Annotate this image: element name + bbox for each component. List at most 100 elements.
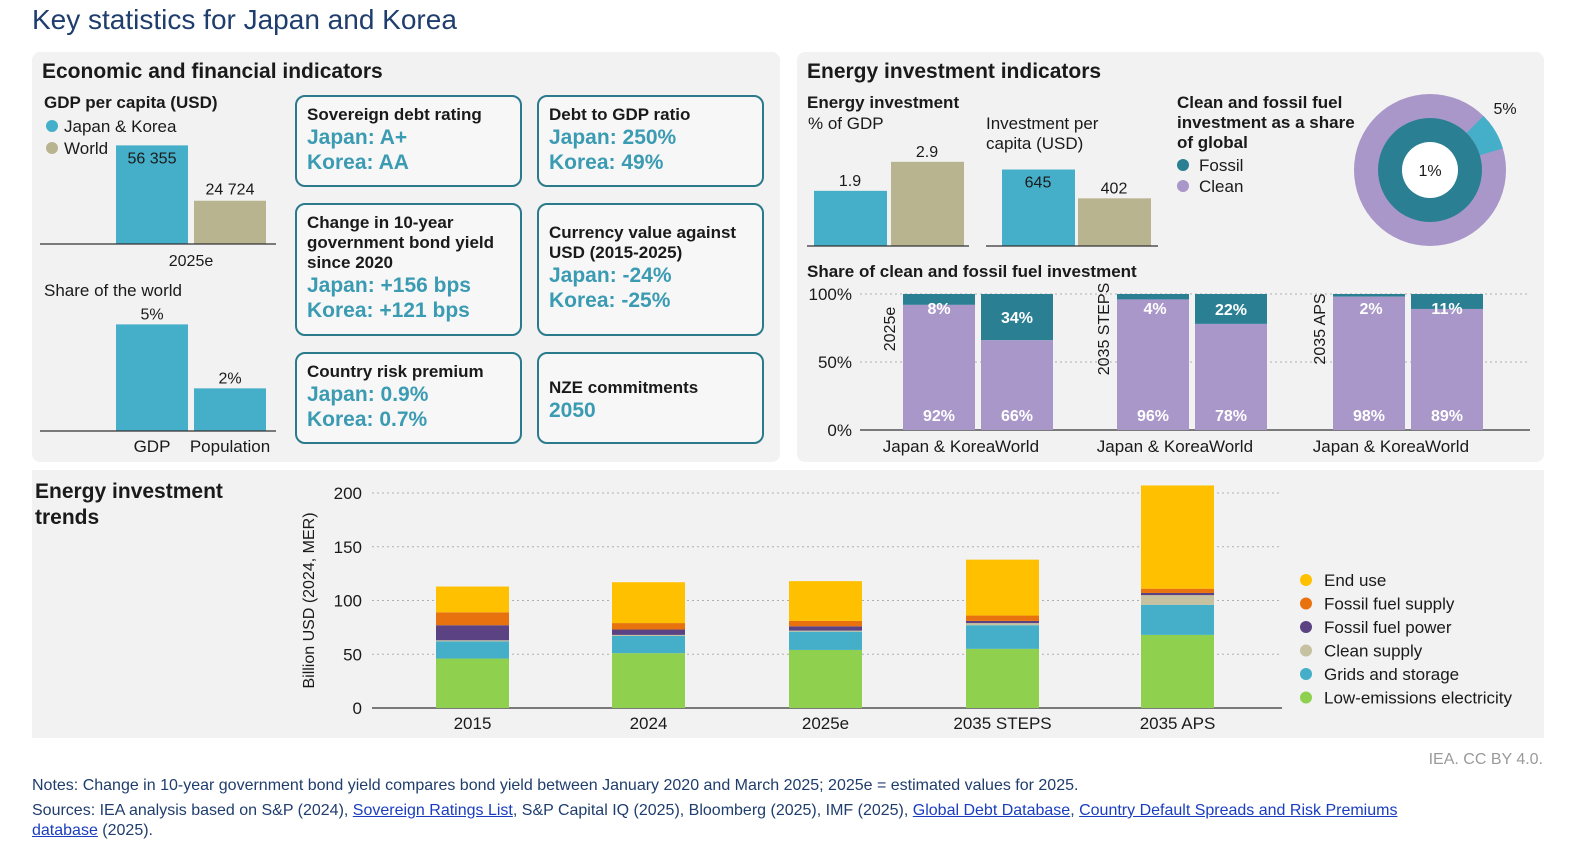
- trends-legend-dot-0: [1300, 574, 1312, 586]
- trends-bar-3-1: [966, 625, 1039, 649]
- trends-bar-2-2: [789, 630, 862, 632]
- trends-bar-4-4: [1141, 588, 1214, 593]
- share-clean-label-1-1: 78%: [1215, 408, 1247, 425]
- trends-bar-4-1: [1141, 604, 1214, 635]
- trends-legend-label-1: Fossil fuel supply: [1324, 595, 1455, 614]
- sources-mid-1: , S&P Capital IQ (2025), Bloomberg (2025…: [512, 802, 913, 819]
- nze-heading: NZE commitments: [549, 378, 699, 397]
- trends-ytick-0: 0: [353, 699, 362, 718]
- investment-trends-chart: 0 50 100 150 200 Billion USD (2024, MER) 2015 2…: [301, 484, 1512, 733]
- trends-bar-1-0: [612, 653, 685, 708]
- share-bar-label-1: 2%: [218, 370, 241, 387]
- invgdp-bar-label-0: 1.9: [839, 173, 861, 190]
- currency-value-box: Currency value against USD (2015-2025) J…: [537, 203, 764, 336]
- share-clean-bar-0-1: [981, 340, 1053, 430]
- share-fossil-label-0-0: 8%: [927, 301, 950, 318]
- invgdp-bar-label-1: 2.9: [916, 144, 938, 161]
- donut-hole: [1402, 142, 1458, 198]
- donut-title-3: of global: [1177, 133, 1248, 152]
- sovereign-rating-japan: Japan: A+: [307, 126, 408, 149]
- debt-gdp-japan: Japan: 250%: [549, 126, 677, 149]
- bond-yield-heading: Change in 10-year government bond yield …: [307, 213, 495, 272]
- donut-title-2: investment as a share: [1177, 113, 1355, 132]
- debt-gdp-box: Debt to GDP ratio Japan: 250% Korea: 49%: [537, 95, 764, 187]
- trends-bar-4-0: [1141, 634, 1214, 708]
- trends-bar-1-1: [612, 635, 685, 654]
- trends-legend-dot-1: [1300, 597, 1312, 610]
- trends-bar-1-2: [612, 634, 685, 636]
- sovereign-ratings-link[interactable]: Sovereign Ratings List: [352, 802, 513, 819]
- bond-yield-korea: Korea: +121 bps: [307, 299, 470, 322]
- legend-world: World: [46, 139, 108, 159]
- share-category-0-0: Japan & Korea: [883, 437, 996, 456]
- percap-bar-label-1: 402: [1101, 180, 1128, 197]
- trends-title-1: Energy investment: [35, 480, 223, 503]
- share-ytick-2: 100%: [809, 285, 852, 304]
- share-bar-0: [116, 324, 188, 431]
- share-world-chart: 5% GDP 2% Population: [40, 306, 276, 456]
- share-category-2-0: Japan & Korea: [1313, 437, 1426, 456]
- trends-ytick-1: 50: [343, 645, 362, 664]
- share-fossil-bar-0-1: [981, 294, 1053, 341]
- trends-legend-dot-3: [1300, 644, 1312, 657]
- trends-bar-2-5: [789, 581, 862, 621]
- trends-bar-1-4: [612, 623, 685, 630]
- share-fossil-bar-0-0: [903, 294, 975, 305]
- trends-bar-0-3: [436, 625, 509, 641]
- country-risk-japan: Japan: 0.9%: [307, 383, 429, 406]
- global-debt-link[interactable]: Global Debt Database: [912, 802, 1071, 819]
- trends-bar-4-5: [1141, 485, 1214, 589]
- share-fossil-label-2-0: 2%: [1359, 301, 1382, 318]
- trends-legend-label-5: Low-emissions electricity: [1324, 689, 1512, 708]
- share-bar-label-0: 5%: [140, 306, 163, 323]
- share-clean-bar-0-0: [903, 304, 975, 430]
- inv-gdp-title: Energy investment: [807, 93, 960, 112]
- trends-bar-0-0: [436, 658, 509, 708]
- share-clean-bar-2-0: [1333, 296, 1405, 430]
- legend-clean-dot: [1177, 180, 1189, 192]
- trends-bar-3-3: [966, 620, 1039, 624]
- share-fossil-label-1-1: 22%: [1215, 302, 1247, 319]
- legend-jk: Japan & Korea: [46, 117, 176, 137]
- share-fossil-label-0-1: 34%: [1001, 310, 1033, 327]
- share-category-2-1: World: [1425, 437, 1469, 456]
- donut-outer-label: 5%: [1493, 101, 1516, 118]
- trends-category-1: 2024: [630, 714, 668, 733]
- invgdp-bar-1: [891, 161, 964, 246]
- debt-gdp-heading: Debt to GDP ratio: [549, 105, 691, 124]
- percap-bar-0: [1002, 169, 1075, 246]
- currency-value-japan: Japan: -24%: [549, 264, 672, 287]
- trends-ytick-2: 100: [334, 592, 362, 611]
- trends-bar-2-0: [789, 649, 862, 708]
- trends-bar-3-5: [966, 559, 1039, 616]
- trends-category-4: 2035 APS: [1140, 714, 1216, 733]
- trends-ytick-3: 150: [334, 538, 362, 557]
- share-clean-bar-2-1: [1411, 308, 1483, 430]
- trends-category-3: 2035 STEPS: [953, 714, 1051, 733]
- share-group-label-0: 2025e: [882, 307, 899, 352]
- gdp-bar-0: [116, 145, 188, 244]
- bond-yield-japan: Japan: +156 bps: [307, 274, 471, 297]
- sovereign-rating-heading: Sovereign debt rating: [307, 105, 482, 124]
- database-link[interactable]: database: [32, 822, 98, 839]
- gdp-bar-label-1: 24 724: [206, 182, 255, 199]
- trends-bar-2-4: [789, 620, 862, 627]
- legend-world-label: World: [64, 139, 109, 158]
- trends-bar-0-1: [436, 641, 509, 659]
- inv-gdp-subtitle: % of GDP: [808, 114, 884, 133]
- trends-bar-2-3: [789, 626, 862, 631]
- share-group-label-2: 2035 APS: [1312, 293, 1329, 364]
- share-clean-bar-1-1: [1195, 323, 1267, 430]
- share-category-1-1: World: [1209, 437, 1253, 456]
- share-clean-label-0-1: 66%: [1001, 408, 1033, 425]
- nze-year: 2050: [549, 399, 596, 422]
- trends-category-2: 2025e: [802, 714, 849, 733]
- share-ytick-0: 0%: [827, 421, 852, 440]
- trends-bar-0-5: [436, 586, 509, 613]
- country-risk-box: Country risk premium Japan: 0.9% Korea: …: [295, 352, 522, 444]
- bond-yield-box: Change in 10-year government bond yield …: [295, 203, 522, 336]
- trends-legend-dot-4: [1300, 668, 1312, 680]
- country-default-spreads-link[interactable]: Country Default Spreads and Risk Premium…: [1079, 802, 1398, 819]
- gdp-chart-title: GDP per capita (USD): [44, 93, 218, 112]
- share-clean-label-2-1: 89%: [1431, 408, 1463, 425]
